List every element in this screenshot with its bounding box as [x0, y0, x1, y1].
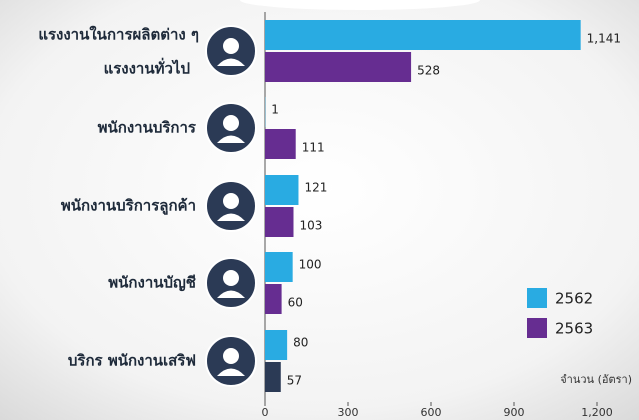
- bar: [265, 330, 288, 360]
- icon-glyph: [217, 58, 245, 66]
- category-label: พนักงานบัญชี: [108, 274, 196, 292]
- data-label: 1: [271, 103, 279, 117]
- x-tick-label: 900: [504, 406, 525, 419]
- bar: [265, 175, 299, 205]
- bar: [265, 129, 296, 159]
- legend-swatch: [527, 288, 547, 308]
- x-tick-label: 300: [338, 406, 359, 419]
- data-label: 57: [287, 374, 302, 388]
- data-label: 60: [288, 296, 303, 310]
- x-tick-label: 1,200: [581, 406, 613, 419]
- x-tick-label: 600: [421, 406, 442, 419]
- x-axis-label: จำนวน (อัตรา): [560, 373, 632, 386]
- icon-glyph: [223, 38, 239, 54]
- x-tick-label: 0: [262, 406, 269, 419]
- category-label: พนักงานบริการ: [98, 119, 197, 137]
- data-label: 1,141: [587, 32, 621, 46]
- icon-glyph: [223, 115, 239, 131]
- icon-glyph: [217, 368, 245, 376]
- legend-label: 2563: [555, 320, 593, 338]
- icon-glyph: [223, 270, 239, 286]
- data-label: 100: [299, 258, 322, 272]
- bar: [265, 52, 412, 82]
- legend-swatch: [527, 318, 547, 338]
- data-label: 80: [293, 336, 308, 350]
- icon-glyph: [217, 135, 245, 143]
- icon-glyph: [223, 348, 239, 364]
- bar: [265, 362, 281, 392]
- icon-glyph: [223, 193, 239, 209]
- legend-label: 2562: [555, 290, 593, 308]
- data-label: 103: [299, 219, 322, 233]
- icon-glyph: [217, 290, 245, 298]
- category-label: บริกร พนักงานเสริฟ: [68, 352, 196, 370]
- data-label: 111: [302, 141, 325, 155]
- bar: [265, 207, 294, 237]
- category-label: แรงงานทั่วไป: [104, 58, 190, 78]
- title-band: [240, 0, 480, 10]
- category-label: พนักงานบริการลูกค้า: [61, 197, 196, 216]
- category-label: แรงงานในการผลิตต่าง ๆ: [38, 26, 199, 44]
- bar: [265, 252, 293, 282]
- bar: [265, 284, 282, 314]
- data-label: 528: [417, 64, 440, 78]
- bar: [265, 20, 581, 50]
- icon-glyph: [217, 213, 245, 221]
- data-label: 121: [304, 181, 327, 195]
- icons: [205, 25, 257, 387]
